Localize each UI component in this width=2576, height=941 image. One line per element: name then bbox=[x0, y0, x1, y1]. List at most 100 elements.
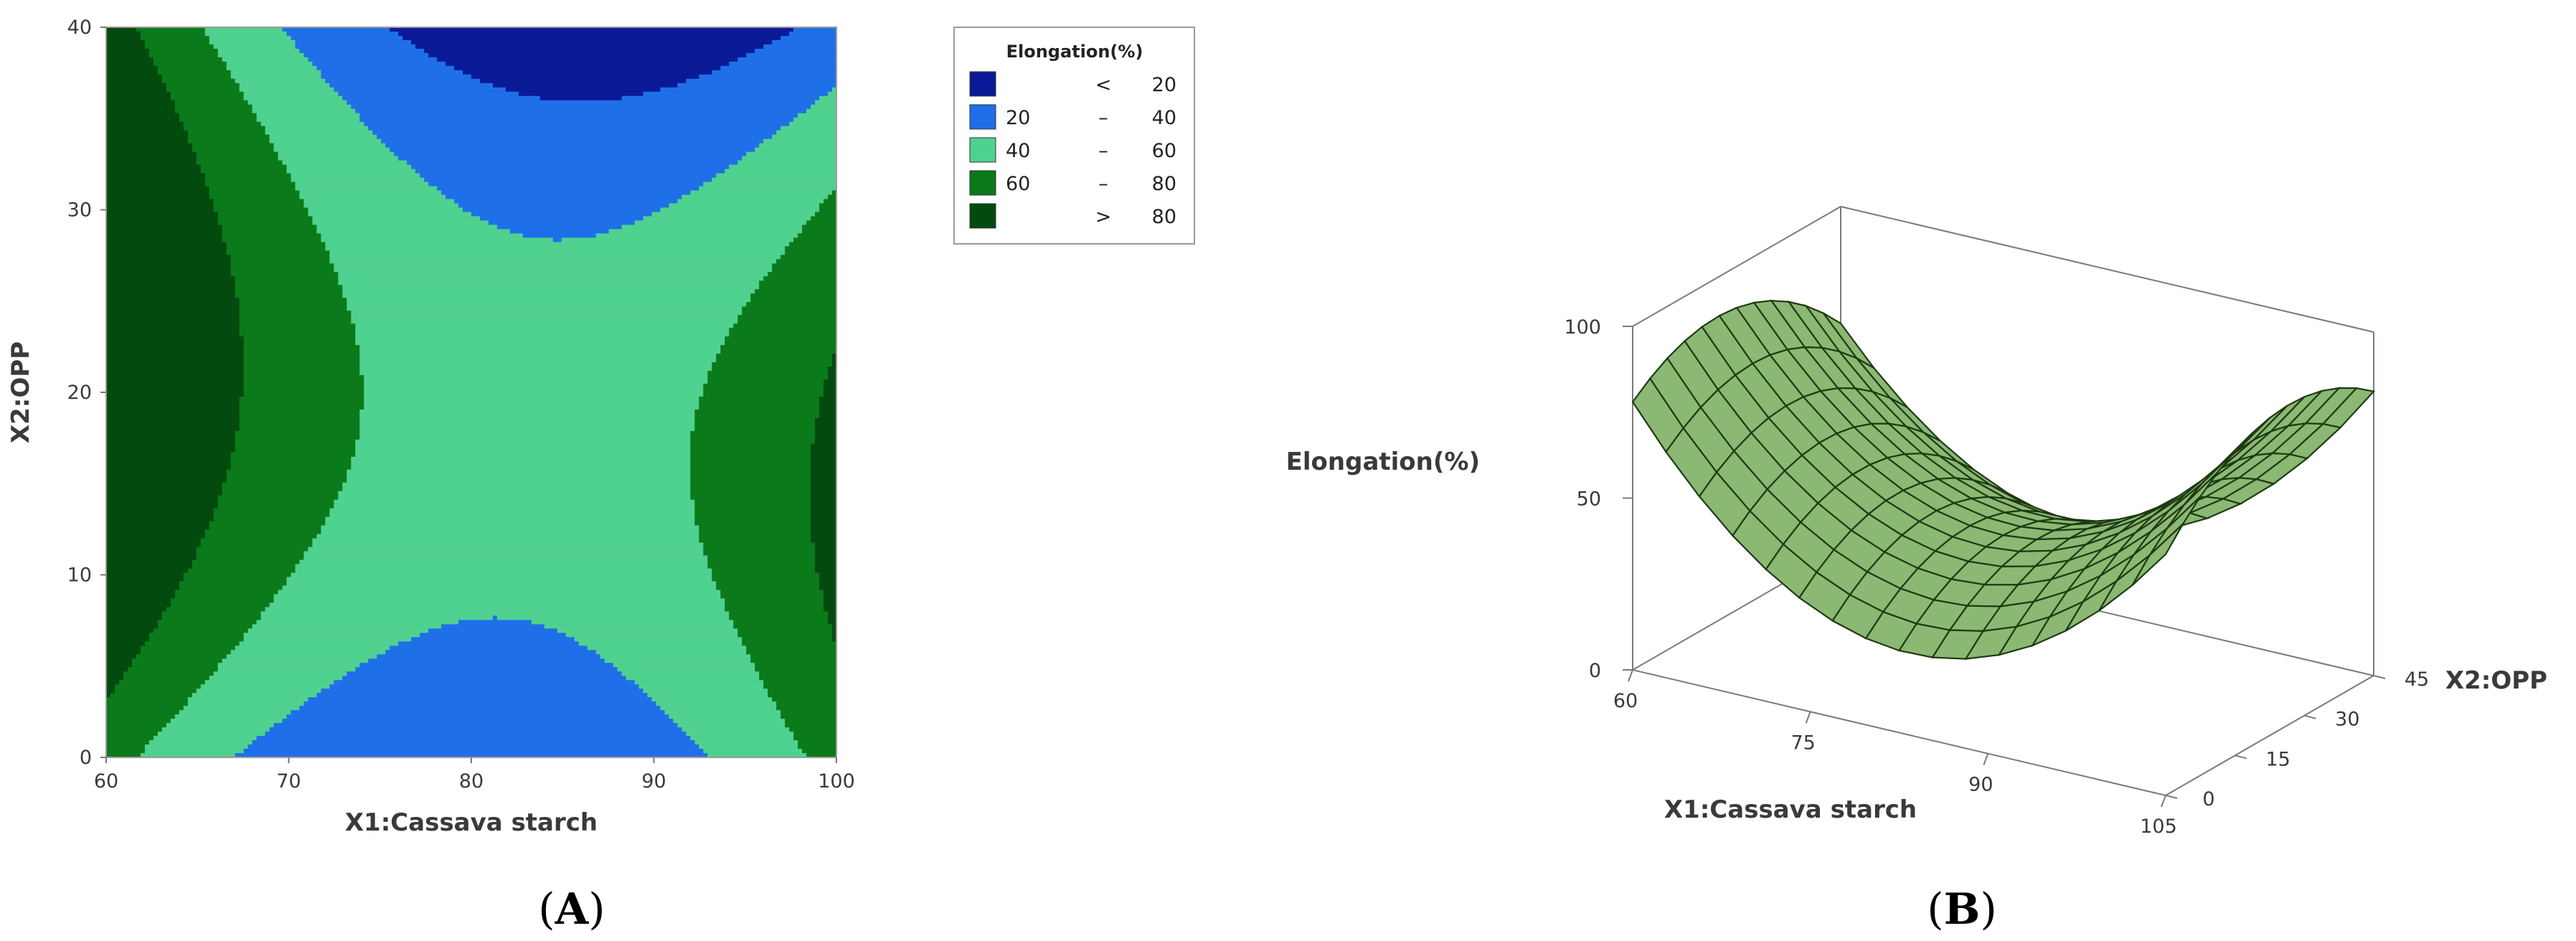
contour-band-cell bbox=[235, 448, 356, 453]
contour-band-cell bbox=[359, 113, 798, 118]
contour-band-cell bbox=[157, 732, 266, 737]
contour-band-cell bbox=[106, 242, 227, 247]
contour-band-cell bbox=[157, 624, 253, 629]
contour-band-cell bbox=[153, 628, 249, 633]
contour-band-cell bbox=[454, 199, 679, 204]
contour-band-cell bbox=[106, 358, 245, 363]
contour-band-cell bbox=[819, 400, 836, 406]
contour-band-cell bbox=[192, 564, 296, 569]
contour-band-cell bbox=[144, 749, 245, 754]
contour-band-cell bbox=[106, 341, 245, 346]
contour-band-cell bbox=[342, 293, 751, 298]
contour-band-cell bbox=[673, 719, 785, 724]
contour-band-cell bbox=[217, 216, 313, 222]
contour-band-cell bbox=[243, 336, 356, 341]
contour-band-cell bbox=[106, 117, 180, 123]
contour-band-cell bbox=[329, 259, 777, 264]
contour-band-cell bbox=[334, 503, 695, 509]
contour-band-cell bbox=[390, 147, 755, 153]
box-edge bbox=[1840, 206, 2374, 333]
contour-band-cell bbox=[699, 529, 811, 535]
contour-band-cell bbox=[785, 719, 836, 724]
contour-band-cell bbox=[364, 375, 708, 380]
contour-band-cell bbox=[669, 714, 781, 719]
contour-band-cell bbox=[230, 650, 386, 655]
contour-band-cell bbox=[346, 100, 816, 105]
contour-band-cell bbox=[815, 555, 836, 561]
contour-band-cell bbox=[699, 525, 811, 531]
contour-band-cell bbox=[789, 121, 836, 127]
contour-band-cell bbox=[106, 263, 232, 268]
contour-band-cell bbox=[750, 658, 836, 663]
contour-band-cell bbox=[295, 181, 429, 187]
contour-band-cell bbox=[204, 31, 288, 37]
contour-band-cell bbox=[260, 611, 730, 616]
contour-band-cell bbox=[334, 680, 636, 685]
x3d-tick-mark bbox=[1628, 669, 1633, 682]
contour-band-cell bbox=[230, 452, 356, 458]
contour-band-cell bbox=[106, 392, 245, 397]
contour-band-cell bbox=[509, 229, 610, 235]
contour-band-cell bbox=[278, 590, 721, 595]
contour-band-cell bbox=[273, 147, 390, 153]
contour-band-cell bbox=[703, 749, 803, 754]
contour-band-cell bbox=[106, 426, 240, 432]
contour-band-cell bbox=[359, 426, 695, 432]
contour-band-cell bbox=[694, 413, 820, 419]
contour-band-cell bbox=[699, 74, 836, 80]
contour-band-cell bbox=[209, 190, 301, 196]
contour-band-cell bbox=[106, 598, 171, 604]
contour-band-cell bbox=[106, 508, 214, 514]
contour-band-cell bbox=[183, 706, 301, 711]
contour-band-cell bbox=[217, 503, 334, 509]
contour-band-cell bbox=[157, 65, 227, 71]
contour-band-cell bbox=[187, 130, 266, 136]
contour-band-cell bbox=[355, 336, 725, 341]
contour-band-cell bbox=[106, 680, 120, 685]
contour-band-cell bbox=[106, 400, 240, 406]
contour-band-cell bbox=[106, 169, 202, 174]
contour-band-cell bbox=[106, 512, 214, 518]
contour-band-cell bbox=[239, 332, 356, 337]
contour-band-cell bbox=[170, 719, 283, 724]
contour-band-cell bbox=[398, 641, 580, 646]
contour-band-cell bbox=[351, 465, 691, 471]
contour-band-cell bbox=[544, 624, 734, 629]
contour-band-cell bbox=[204, 173, 292, 179]
contour-band-cell bbox=[252, 740, 695, 745]
contour-band-cell bbox=[768, 693, 836, 698]
contour-band-cell bbox=[492, 82, 679, 88]
contour-band-cell bbox=[681, 727, 790, 732]
contour-band-cell bbox=[144, 44, 214, 49]
y3d-tick-label: 30 bbox=[2335, 709, 2359, 731]
contour-band-cell bbox=[634, 680, 764, 685]
contour-band-cell bbox=[359, 663, 614, 668]
contour-band-cell bbox=[815, 568, 836, 574]
contour-band-cell bbox=[763, 680, 836, 685]
contour-band-cell bbox=[196, 156, 279, 161]
contour-band-cell bbox=[699, 405, 820, 410]
contour-band-cell bbox=[291, 572, 712, 578]
contour-band-cell bbox=[209, 194, 301, 200]
contour-band-cell bbox=[359, 435, 691, 440]
contour-band-cell bbox=[725, 336, 836, 341]
contour-band-cell bbox=[299, 194, 446, 200]
contour-band-cell bbox=[222, 482, 343, 488]
contour-band-cell bbox=[789, 31, 836, 37]
contour-band-cell bbox=[106, 224, 223, 230]
contour-band-cell bbox=[351, 456, 691, 462]
contour-band-cell bbox=[230, 259, 330, 264]
contour-band-cell bbox=[303, 199, 455, 204]
contour-band-cell bbox=[811, 469, 836, 475]
contour-band-cell bbox=[106, 719, 171, 724]
contour-band-cell bbox=[832, 87, 836, 93]
x-axis-title: X1:Cassava starch bbox=[345, 808, 598, 837]
contour-band-cell bbox=[690, 469, 811, 475]
contour-band-cell bbox=[166, 87, 240, 93]
contour-band-cell bbox=[471, 212, 653, 217]
contour-band-cell bbox=[170, 602, 270, 608]
contour-band-cell bbox=[106, 78, 163, 84]
contour-band-cell bbox=[798, 744, 836, 750]
contour-band-cell bbox=[106, 147, 193, 153]
